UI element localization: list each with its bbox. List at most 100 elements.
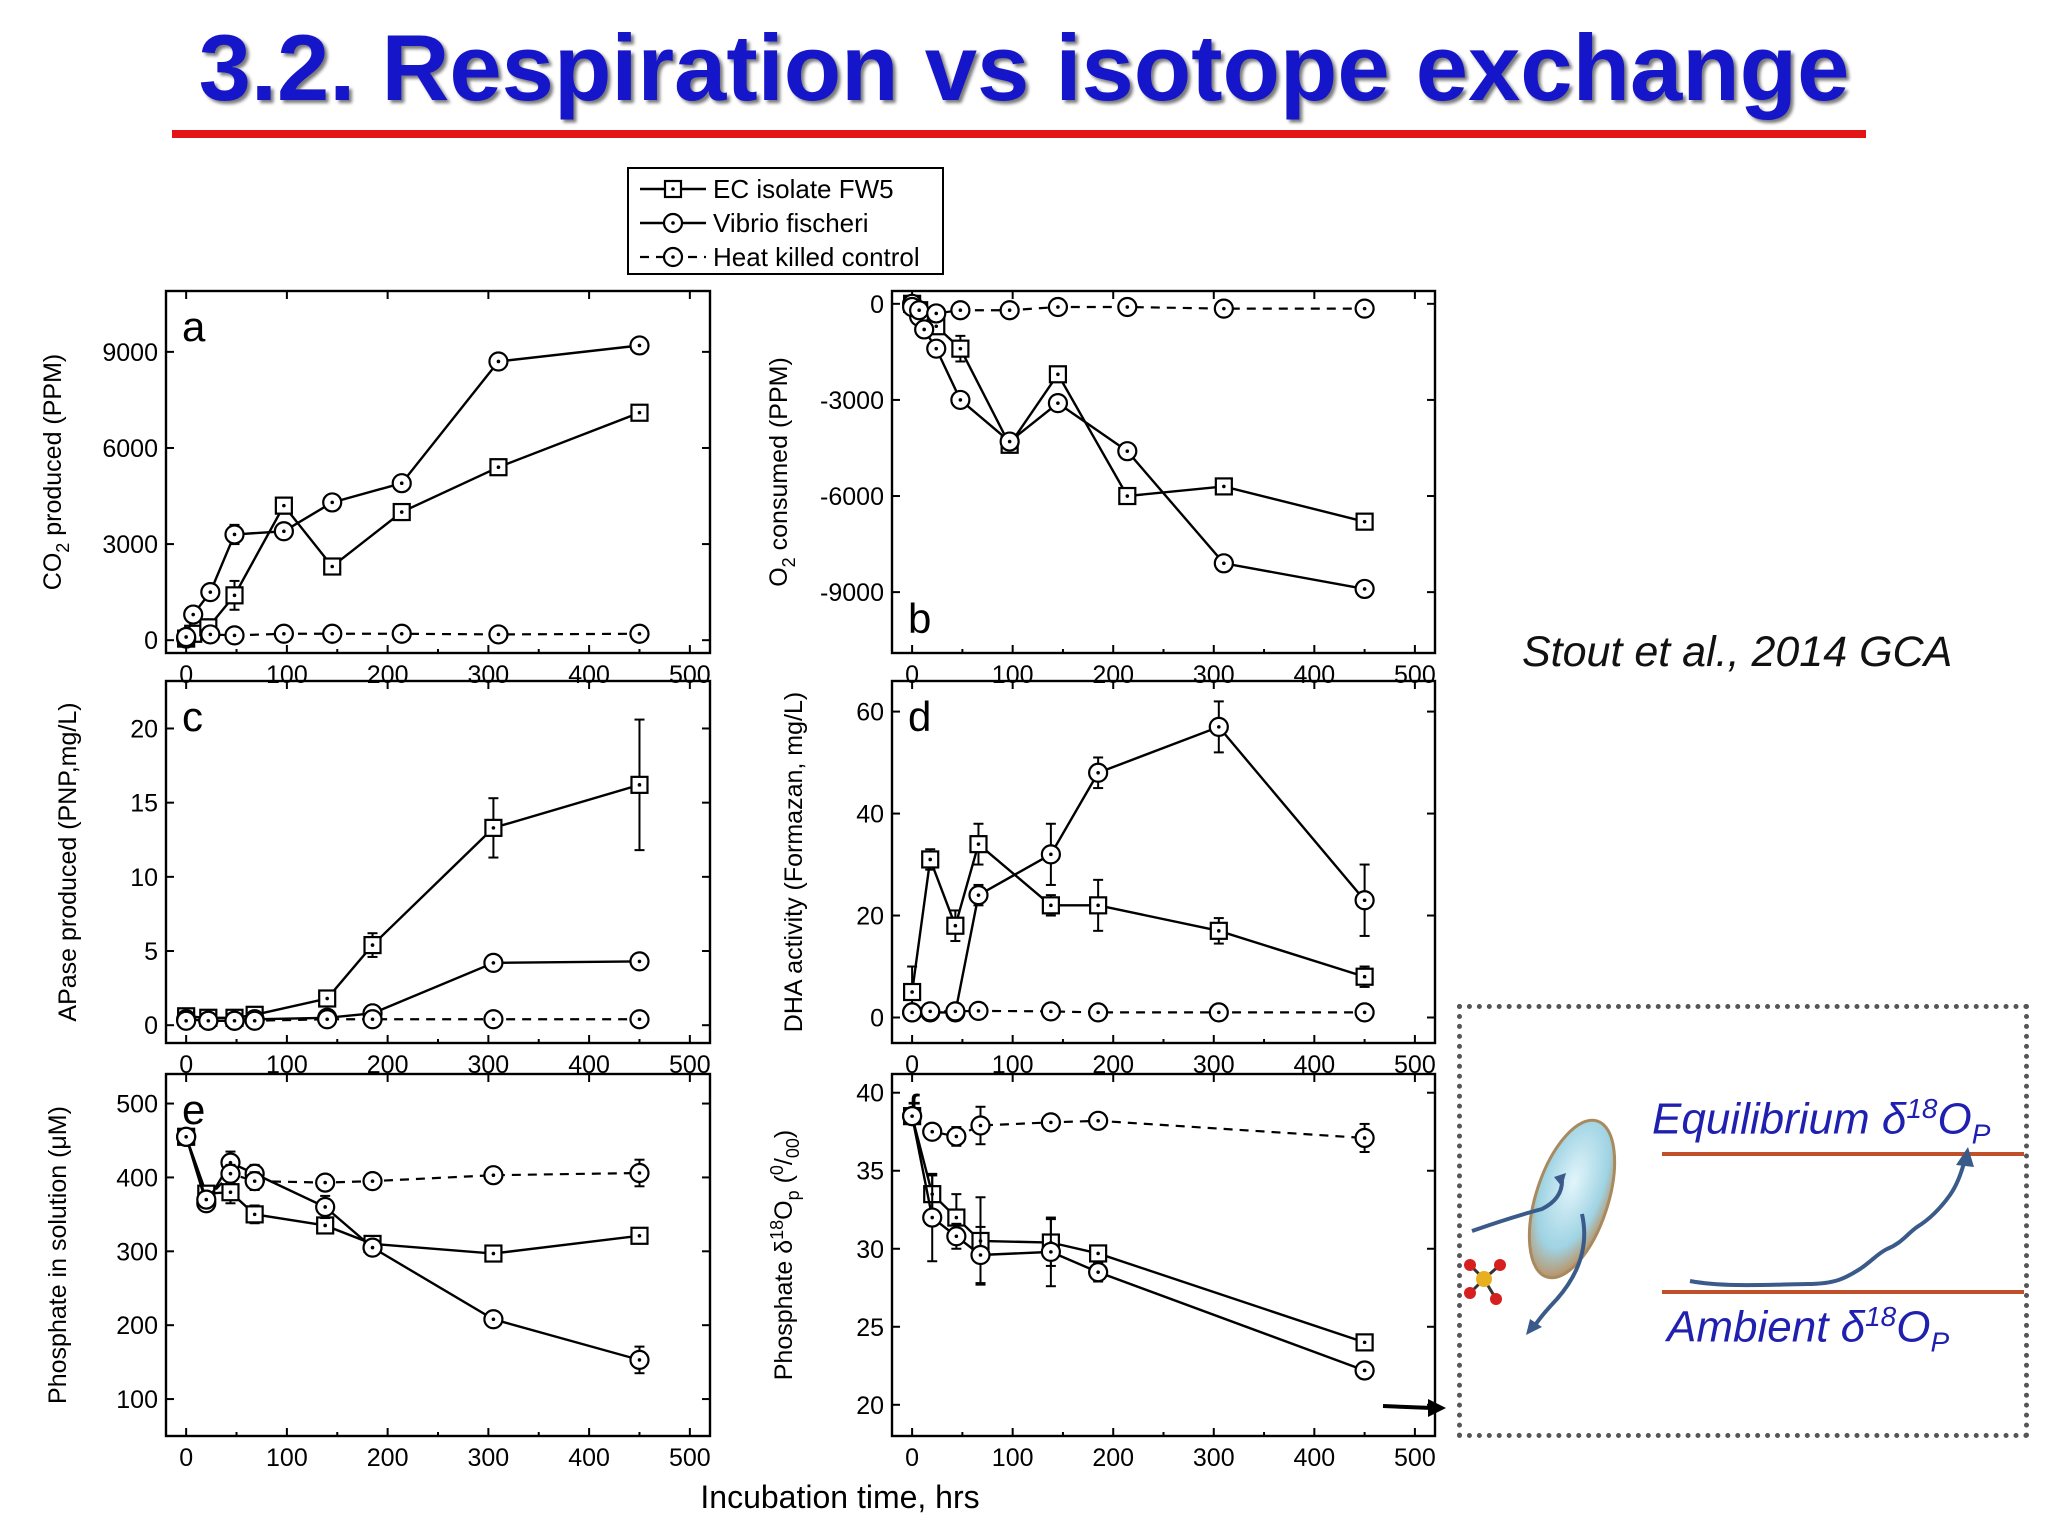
series-heat-killed-control [176, 1126, 650, 1210]
ambient-text: Ambient δ [1667, 1302, 1866, 1352]
plot-frame [890, 289, 1437, 655]
data-point-center [491, 1251, 496, 1256]
data-point-center [1217, 1010, 1221, 1015]
data-point-center [1096, 1270, 1100, 1274]
data-point-center [637, 410, 642, 415]
chart-panel-e: 0 100 200 300 400 500 100 200 300 400 500 Phosphate… [44, 1072, 712, 1472]
x-tick-label: 100 [992, 1444, 1034, 1472]
data-point-center [1049, 1009, 1053, 1014]
data-point-center [228, 1190, 233, 1195]
data-point-center [934, 324, 939, 329]
data-point-center [976, 842, 981, 846]
data-point-center [1362, 898, 1367, 903]
data-point-center [1096, 903, 1100, 908]
y-tick-label: 0 [144, 627, 158, 655]
series-heat-killed-control [902, 1105, 1375, 1154]
data-point-center [208, 590, 213, 594]
plot-frame [164, 679, 712, 1045]
data-point-center [184, 1134, 188, 1139]
data-point-center [930, 1129, 935, 1134]
phosphate-molecule-icon [1464, 1259, 1506, 1305]
series-line [911, 305, 1365, 315]
title-underline [172, 130, 1866, 138]
data-point-center [637, 343, 642, 348]
x-tick-label: 100 [266, 1444, 308, 1472]
series-line [186, 783, 640, 1019]
data-point-center [232, 532, 237, 537]
series-heat-killed-control [902, 296, 1375, 324]
series-ec-isolate-fw5 [177, 1127, 649, 1263]
data-point-center [399, 631, 404, 636]
x-tick-label: 200 [1092, 1444, 1134, 1472]
y-tick-label: 10 [130, 864, 158, 892]
x-tick-label: 300 [468, 1444, 510, 1472]
series-line [185, 411, 640, 640]
legend: EC isolate FW5 Vibrio fischeri Heat killed… [627, 167, 944, 275]
data-point-center [491, 1173, 496, 1178]
data-point-center [637, 1358, 642, 1362]
data-point-center [1096, 1119, 1100, 1123]
y-tick-label: 60 [856, 699, 884, 727]
data-point-center [928, 1009, 933, 1014]
series-line [185, 1136, 640, 1255]
data-point-center [282, 529, 286, 534]
data-point-center [958, 398, 963, 402]
data-point-center [184, 1018, 188, 1023]
data-point-center [232, 633, 237, 638]
series-vibrio-fischeri [902, 293, 1375, 600]
y-tick-label: -6000 [820, 483, 884, 511]
x-tick-label: 0 [179, 1444, 193, 1472]
data-point-center [232, 593, 237, 598]
trend-arrow-icon [1689, 1147, 1974, 1288]
data-point-center [1007, 439, 1012, 444]
y-tick-label: 300 [116, 1238, 158, 1266]
data-point-center [282, 503, 286, 508]
data-point-center [330, 500, 335, 505]
data-point-center [228, 1160, 233, 1165]
ambient-sup: 18 [1865, 1301, 1897, 1332]
data-point-center [184, 635, 188, 639]
data-point-center [1056, 401, 1060, 405]
x-axis-title: Incubation time, hrs [700, 1479, 979, 1515]
data-point-center [370, 1245, 375, 1250]
data-point-center [637, 1017, 642, 1022]
x-tick-label: 0 [905, 1051, 919, 1079]
y-tick-label: 40 [856, 801, 884, 829]
series-line [186, 632, 640, 639]
y-tick-label: 15 [130, 790, 158, 818]
data-point-center [910, 990, 914, 994]
data-point-center [330, 631, 335, 636]
series-ec-isolate-fw5 [177, 403, 649, 648]
data-point-center [370, 1017, 375, 1022]
y-tick-label: 20 [856, 903, 884, 931]
legend-entry: Vibrio fischeri [640, 208, 869, 238]
data-point-center [1049, 903, 1053, 908]
data-point-center [978, 1253, 983, 1257]
series-vibrio-fischeri [176, 1126, 650, 1375]
data-point-center [637, 783, 642, 787]
data-point-center [1362, 1340, 1367, 1345]
data-point-center [491, 826, 496, 830]
y-axis-label: O2 consumed (PPM) [765, 357, 799, 587]
series-vibrio-fischeri [176, 335, 650, 649]
legend-label: EC isolate FW5 [713, 174, 894, 204]
plot-frame [164, 289, 712, 655]
series-line [186, 1018, 640, 1022]
data-point-center [1096, 1251, 1100, 1256]
equilibrium-o: O [1937, 1094, 1972, 1144]
isotope-exchange-inset: Equilibrium δ18OP Ambient δ18OP [1457, 1004, 2029, 1438]
data-point-center [323, 1223, 327, 1228]
series-heat-killed-control [176, 623, 650, 648]
series-heat-killed-control [902, 1000, 1375, 1023]
y-axis-label: CO2 produced (PPM) [39, 354, 73, 590]
data-point-center [934, 311, 939, 316]
data-point-center [930, 1215, 935, 1220]
plot-frame [164, 1072, 712, 1438]
legend-marker-center [671, 187, 675, 191]
data-point-center [325, 1017, 329, 1022]
y-tick-label: 30 [856, 1236, 884, 1264]
x-tick-label: 400 [1293, 1444, 1335, 1472]
data-point-center [976, 1009, 981, 1013]
